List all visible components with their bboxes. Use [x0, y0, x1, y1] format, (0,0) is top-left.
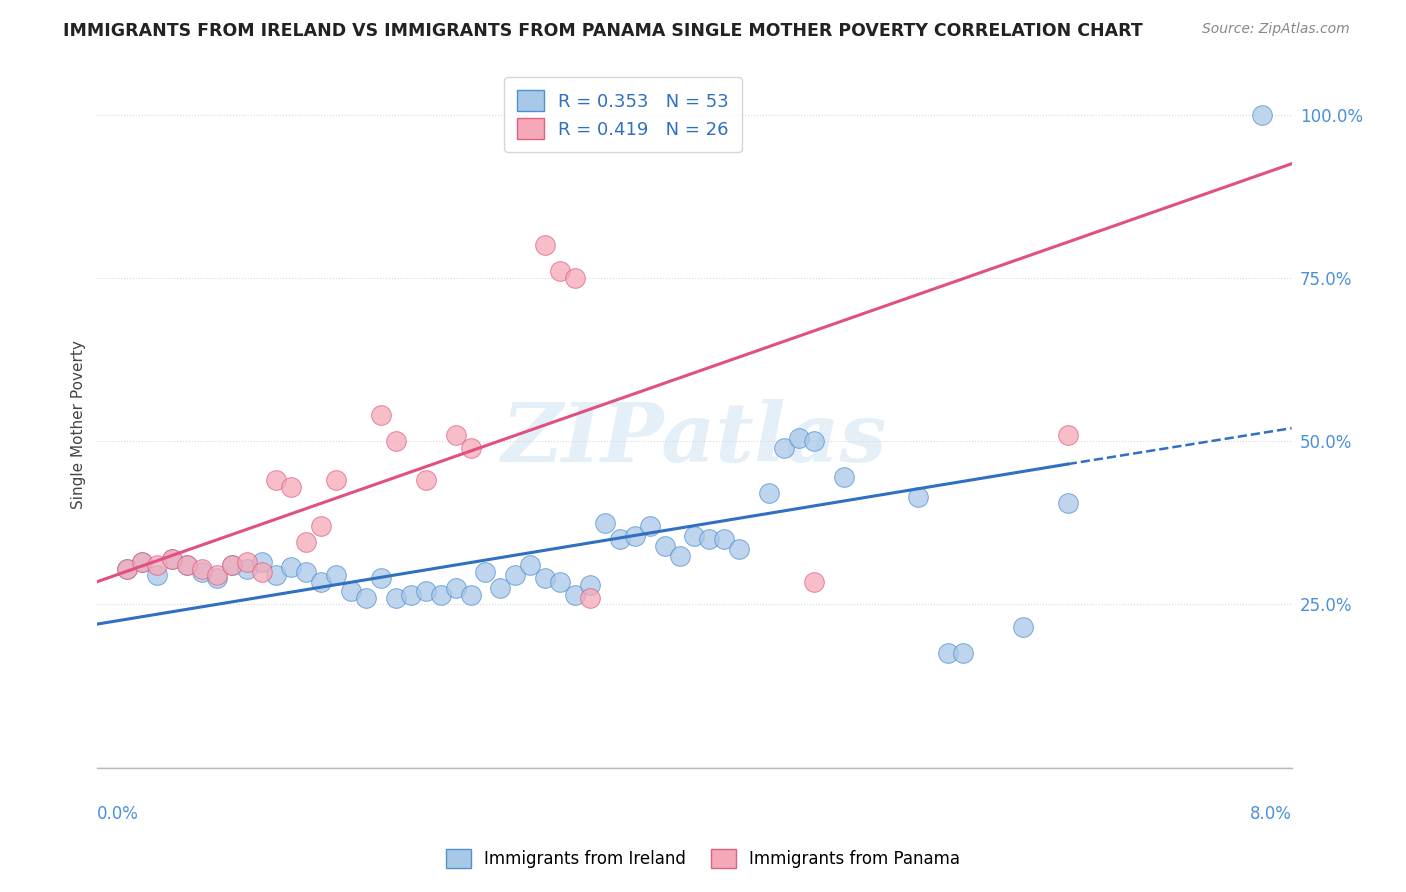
Point — [309, 519, 332, 533]
Point — [832, 470, 855, 484]
Point — [713, 532, 735, 546]
Point — [325, 568, 347, 582]
Point — [460, 588, 482, 602]
Point — [444, 581, 467, 595]
Point — [415, 474, 437, 488]
Point — [936, 647, 959, 661]
Point — [325, 474, 347, 488]
Point — [489, 581, 512, 595]
Point — [354, 591, 377, 605]
Point — [385, 591, 408, 605]
Point — [579, 591, 602, 605]
Point — [505, 568, 527, 582]
Point — [1056, 427, 1078, 442]
Y-axis label: Single Mother Poverty: Single Mother Poverty — [72, 341, 86, 509]
Point — [683, 529, 706, 543]
Point — [266, 474, 288, 488]
Point — [429, 588, 451, 602]
Point — [295, 565, 318, 579]
Text: 8.0%: 8.0% — [1250, 805, 1292, 823]
Point — [534, 571, 557, 585]
Point — [593, 516, 616, 530]
Point — [205, 568, 228, 582]
Point — [803, 434, 825, 449]
Point — [564, 588, 586, 602]
Point — [221, 558, 243, 573]
Point — [160, 551, 183, 566]
Point — [548, 574, 571, 589]
Point — [1250, 108, 1272, 122]
Point — [235, 561, 257, 575]
Point — [340, 584, 363, 599]
Point — [370, 571, 392, 585]
Point — [250, 565, 273, 579]
Text: 0.0%: 0.0% — [97, 805, 139, 823]
Legend: R = 0.353   N = 53, R = 0.419   N = 26: R = 0.353 N = 53, R = 0.419 N = 26 — [503, 78, 741, 152]
Point — [280, 480, 302, 494]
Text: IMMIGRANTS FROM IRELAND VS IMMIGRANTS FROM PANAMA SINGLE MOTHER POVERTY CORRELAT: IMMIGRANTS FROM IRELAND VS IMMIGRANTS FR… — [63, 22, 1143, 40]
Point — [176, 558, 198, 573]
Point — [548, 264, 571, 278]
Point — [280, 559, 302, 574]
Point — [952, 647, 974, 661]
Point — [773, 441, 796, 455]
Point — [460, 441, 482, 455]
Point — [758, 486, 780, 500]
Point — [699, 532, 721, 546]
Legend: Immigrants from Ireland, Immigrants from Panama: Immigrants from Ireland, Immigrants from… — [439, 842, 967, 875]
Point — [131, 555, 153, 569]
Point — [907, 490, 929, 504]
Point — [579, 578, 602, 592]
Point — [564, 271, 586, 285]
Point — [638, 519, 661, 533]
Point — [191, 565, 214, 579]
Point — [728, 541, 751, 556]
Point — [266, 568, 288, 582]
Point — [609, 532, 631, 546]
Point — [519, 558, 541, 573]
Point — [668, 549, 690, 563]
Point — [160, 551, 183, 566]
Point — [1056, 496, 1078, 510]
Point — [250, 555, 273, 569]
Point — [415, 584, 437, 599]
Point — [534, 238, 557, 252]
Point — [115, 561, 138, 575]
Point — [146, 568, 169, 582]
Point — [385, 434, 408, 449]
Point — [131, 555, 153, 569]
Point — [146, 558, 169, 573]
Point — [205, 571, 228, 585]
Point — [309, 574, 332, 589]
Point — [370, 408, 392, 422]
Point — [787, 431, 810, 445]
Point — [295, 535, 318, 549]
Point — [115, 561, 138, 575]
Text: Source: ZipAtlas.com: Source: ZipAtlas.com — [1202, 22, 1350, 37]
Point — [623, 529, 645, 543]
Point — [444, 427, 467, 442]
Point — [221, 558, 243, 573]
Point — [399, 588, 422, 602]
Point — [474, 565, 496, 579]
Point — [235, 555, 257, 569]
Point — [654, 539, 676, 553]
Point — [803, 574, 825, 589]
Point — [1011, 620, 1033, 634]
Point — [191, 561, 214, 575]
Text: ZIPatlas: ZIPatlas — [502, 399, 887, 479]
Point — [176, 558, 198, 573]
